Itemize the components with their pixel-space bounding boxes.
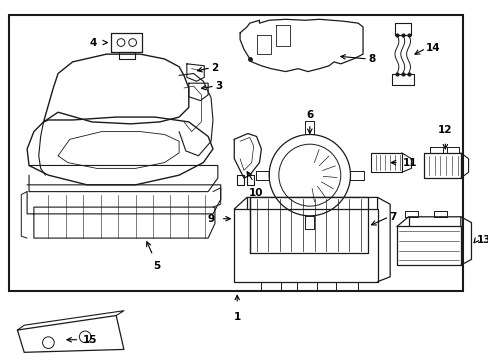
Bar: [9, 15, 462, 291]
Text: 8: 8: [367, 54, 374, 64]
Text: 13: 13: [475, 235, 488, 245]
Text: 4: 4: [89, 37, 97, 48]
Text: 12: 12: [437, 126, 452, 135]
Text: 3: 3: [215, 81, 222, 91]
Text: 7: 7: [388, 212, 396, 222]
Text: 10: 10: [248, 188, 262, 198]
Text: 14: 14: [425, 43, 440, 53]
Text: 5: 5: [153, 261, 160, 271]
Text: 15: 15: [83, 335, 98, 345]
Text: 6: 6: [305, 110, 313, 120]
Text: 1: 1: [233, 312, 240, 322]
Text: 11: 11: [402, 158, 416, 167]
Text: 2: 2: [211, 63, 218, 73]
Text: 9: 9: [207, 214, 215, 224]
